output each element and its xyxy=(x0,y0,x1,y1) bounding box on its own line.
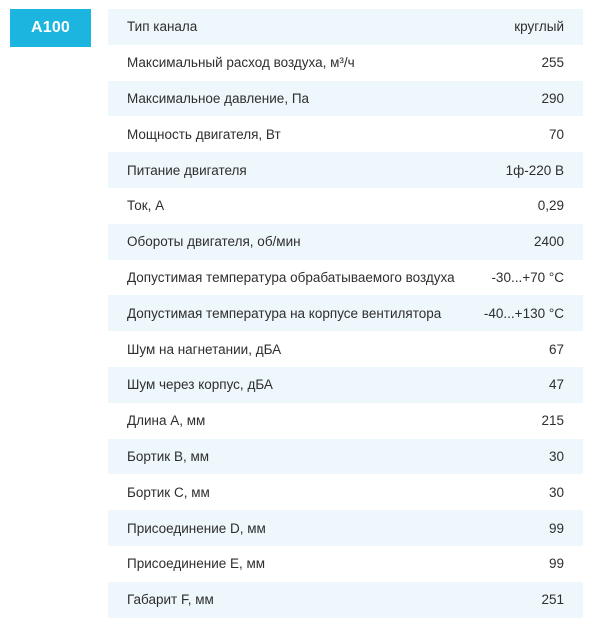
spec-label: Габарит F, мм xyxy=(108,581,444,618)
table-row: Обороты двигателя, об/мин 2400 xyxy=(108,223,583,260)
spec-value: 30 xyxy=(444,474,583,511)
table-row: Бортик В, мм 30 xyxy=(108,438,583,475)
spec-label: Бортик С, мм xyxy=(108,474,444,511)
spec-label: Обороты двигателя, об/мин xyxy=(108,223,444,260)
table-row: Тип канала круглый xyxy=(108,9,583,45)
table-row: Шум через корпус, дБА 47 xyxy=(108,366,583,403)
table-row: Мощность двигателя, Вт 70 xyxy=(108,116,583,153)
spec-label: Допустимая температура обрабатываемого в… xyxy=(108,259,455,296)
spec-value: 70 xyxy=(444,116,583,153)
spec-value: 30 xyxy=(444,438,583,475)
spec-value: -40...+130 °C xyxy=(444,295,583,332)
spec-value: 47 xyxy=(444,366,583,403)
spec-label: Мощность двигателя, Вт xyxy=(108,116,444,153)
spec-value: 1ф-220 В xyxy=(444,152,583,188)
table-row: Максимальный расход воздуха, м³/ч 255 xyxy=(108,44,583,81)
table-row: Шум на нагнетании, дБА 67 xyxy=(108,331,583,367)
table-row: Ток, А 0,29 xyxy=(108,187,583,224)
table-row: Питание двигателя 1ф-220 В xyxy=(108,152,583,188)
table-row: Присоединение D, мм 99 xyxy=(108,510,583,546)
spec-label: Максимальный расход воздуха, м³/ч xyxy=(108,44,444,81)
spec-label: Шум через корпус, дБА xyxy=(108,366,444,403)
table-row: Длина А, мм 215 xyxy=(108,402,583,439)
table-row: Бортик С, мм 30 xyxy=(108,474,583,511)
table-row: Допустимая температура обрабатываемого в… xyxy=(108,259,583,296)
spec-value: 251 xyxy=(444,581,583,618)
spec-value: 99 xyxy=(444,545,583,582)
spec-value: 2400 xyxy=(444,223,583,260)
table-row: Габарит F, мм 251 xyxy=(108,581,583,618)
spec-label: Тип канала xyxy=(108,9,444,45)
spec-value: 99 xyxy=(444,510,583,546)
spec-label: Бортик В, мм xyxy=(108,438,444,475)
table-row: Максимальное давление, Па 290 xyxy=(108,80,583,117)
spec-value: -30...+70 °C xyxy=(444,259,583,296)
spec-value: 0,29 xyxy=(444,187,583,224)
spec-value: 215 xyxy=(444,402,583,439)
spec-value: 67 xyxy=(444,331,583,367)
table-row: Допустимая температура на корпусе вентил… xyxy=(108,295,583,332)
spec-value: 290 xyxy=(444,80,583,117)
spec-value: круглый xyxy=(444,9,583,45)
spec-label: Присоединение Е, мм xyxy=(108,545,444,582)
spec-label: Присоединение D, мм xyxy=(108,510,444,546)
spec-label: Ток, А xyxy=(108,187,444,224)
spec-table: Тип канала круглый Максимальный расход во… xyxy=(108,9,583,618)
table-row: Присоединение Е, мм 99 xyxy=(108,545,583,582)
spec-label: Питание двигателя xyxy=(108,152,444,188)
model-badge: A100 xyxy=(10,9,91,47)
spec-value: 255 xyxy=(444,44,583,81)
spec-label: Шум на нагнетании, дБА xyxy=(108,331,444,367)
spec-label: Длина А, мм xyxy=(108,402,444,439)
spec-label: Максимальное давление, Па xyxy=(108,80,444,117)
spec-label: Допустимая температура на корпусе вентил… xyxy=(108,295,444,332)
